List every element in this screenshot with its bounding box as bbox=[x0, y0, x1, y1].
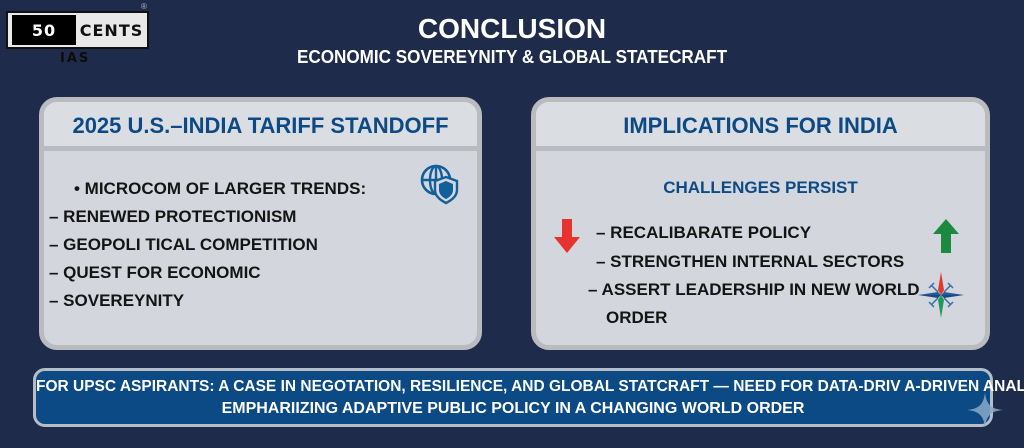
sparkle-icon bbox=[967, 392, 1003, 433]
list-item: – GEOPOLI TICAL COMPETITION bbox=[49, 235, 318, 254]
implications-card: IMPLICATIONS FOR INDIA CHALLENGES PERSIS… bbox=[531, 97, 990, 350]
banner-line-2: EMPHARIIZING ADAPTIVE PUBLIC POLICY IN A… bbox=[221, 400, 805, 417]
logo-light-text: CENTS bbox=[79, 20, 144, 40]
tariff-standoff-card: 2025 U.S.–INDIA TARIFF STANDOFF • MICROC… bbox=[39, 97, 482, 350]
globe-shield-icon bbox=[419, 163, 461, 210]
card-body: CHALLENGES PERSIST – RECALIBARATE POLICY… bbox=[536, 151, 985, 345]
list-item: – QUEST FOR ECONOMIC bbox=[49, 263, 261, 282]
list-item: – ASSERT LEADERSHIP IN NEW WORLD bbox=[588, 280, 920, 299]
list-item: • MICROCOM OF LARGER TRENDS: bbox=[74, 179, 367, 198]
list-item: – SOVEREYNITY bbox=[49, 291, 185, 310]
challenges-heading: CHALLENGES PERSIST bbox=[663, 178, 858, 197]
card-title: 2025 U.S.–INDIA TARIFF STANDOFF bbox=[44, 102, 477, 151]
card-title: IMPLICATIONS FOR INDIA bbox=[536, 102, 985, 151]
list-item: – RENEWED PROTECTIONISM bbox=[49, 207, 297, 226]
card-body: • MICROCOM OF LARGER TRENDS: – RENEWED P… bbox=[44, 151, 477, 345]
logo-subtext: IAS bbox=[60, 51, 91, 66]
compass-rose-icon bbox=[916, 270, 966, 325]
page-title: CONCLUSION bbox=[417, 13, 607, 44]
red-down-arrow-icon bbox=[554, 219, 580, 260]
upsc-takeaway-banner: FOR UPSC ASPIRANTS: A CASE IN NEGOTATION… bbox=[33, 368, 1024, 427]
brand-logo: 50 CENTS bbox=[6, 11, 149, 49]
list-item: – STRENGTHEN INTERNAL SECTORS bbox=[596, 252, 905, 271]
list-item: ORDER bbox=[606, 308, 668, 327]
banner-line-1: FOR UPSC ASPIRANTS: A CASE IN NEGOTATION… bbox=[36, 378, 1024, 395]
list-item: – RECALIBARATE POLICY bbox=[596, 223, 812, 242]
logo-dark-block: 50 bbox=[12, 15, 76, 45]
registered-mark: ® bbox=[141, 2, 147, 11]
green-up-arrow-icon bbox=[933, 219, 959, 258]
page-subtitle: ECONOMIC SOVEREYNITY & GLOBAL STATECRAFT bbox=[296, 47, 728, 67]
